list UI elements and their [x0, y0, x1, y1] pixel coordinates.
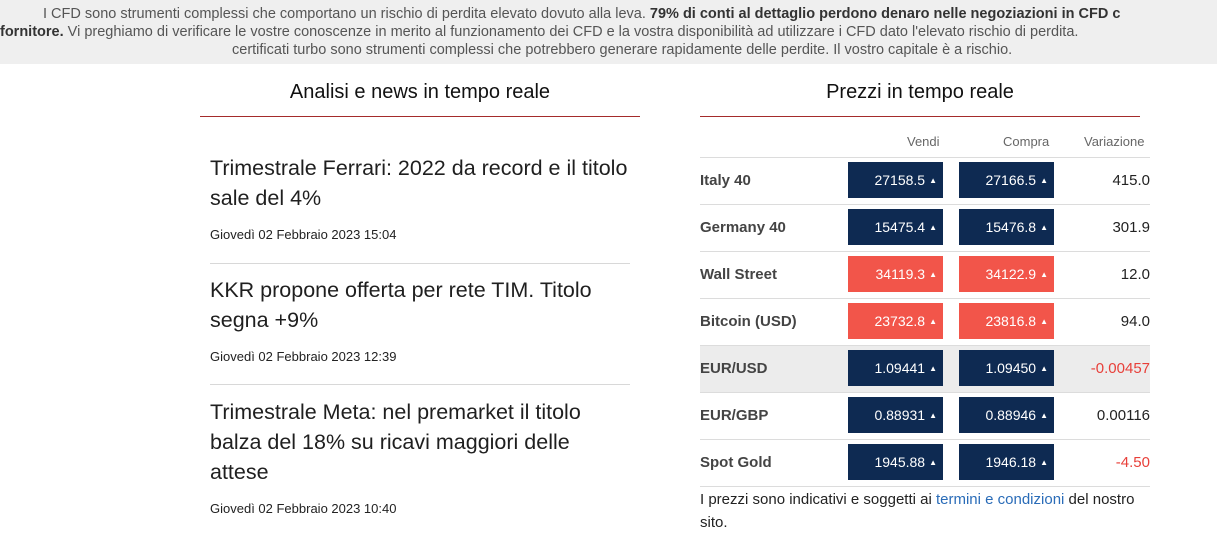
banner-line-3: certificati turbo sono strumenti comples… [232, 41, 1012, 59]
price-change-value: 301.9 [1112, 219, 1150, 236]
up-arrow-icon: ▲ [1040, 410, 1048, 420]
instrument-name[interactable]: Wall Street [700, 266, 777, 283]
buy-price-button[interactable]: 23816.8 ▲ [959, 303, 1054, 339]
instrument-name[interactable]: Spot Gold [700, 454, 772, 471]
price-change-value: 12.0 [1120, 266, 1150, 283]
price-change-value: 415.0 [1112, 172, 1150, 189]
sell-price-button[interactable]: 1945.88 ▲ [848, 444, 943, 480]
banner-text: I CFD sono strumenti complessi che compo… [43, 6, 646, 22]
up-arrow-icon: ▲ [1040, 269, 1048, 279]
sell-price-value: 23732.8 [874, 313, 926, 329]
buy-price-button[interactable]: 1.09450 ▲ [959, 350, 1054, 386]
up-arrow-icon: ▲ [929, 175, 937, 185]
instrument-name[interactable]: EUR/GBP [700, 407, 769, 424]
price-change-value: -0.00457 [1090, 360, 1150, 377]
banner-line-2: fornitore. Vi preghiamo di verificare le… [0, 23, 1078, 41]
buy-price-value: 27166.5 [985, 172, 1037, 188]
news-date: Giovedì 02 Febbraio 2023 12:39 [210, 349, 397, 364]
up-arrow-icon: ▲ [929, 410, 937, 420]
prices-section-title: Prezzi in tempo reale [826, 81, 1014, 103]
news-headline-link[interactable]: Trimestrale Meta: nel premarket il titol… [210, 400, 581, 484]
up-arrow-icon: ▲ [1040, 363, 1048, 373]
price-row: Wall Street 34119.3 ▲ 34122.9 ▲ 12.0 [700, 252, 1150, 299]
risk-warning-banner: I CFD sono strumenti complessi che compo… [0, 0, 1217, 64]
sell-price-value: 1.09441 [874, 360, 926, 376]
buy-column-header: Compra [1003, 134, 1050, 149]
price-row: Spot Gold 1945.88 ▲ 1946.18 ▲ -4.50 [700, 440, 1150, 487]
news-headline-link[interactable]: Trimestrale Ferrari: 2022 da record e il… [210, 156, 628, 210]
sell-price-button[interactable]: 34119.3 ▲ [848, 256, 943, 292]
sell-price-value: 27158.5 [874, 172, 926, 188]
buy-price-value: 23816.8 [985, 313, 1037, 329]
news-date: Giovedì 02 Febbraio 2023 15:04 [210, 227, 397, 242]
buy-price-button[interactable]: 34122.9 ▲ [959, 256, 1054, 292]
price-change-value: 94.0 [1120, 313, 1150, 330]
banner-bold-text: fornitore. [0, 24, 64, 40]
buy-price-button[interactable]: 1946.18 ▲ [959, 444, 1054, 480]
up-arrow-icon: ▲ [1040, 222, 1048, 232]
price-row: EUR/GBP 0.88931 ▲ 0.88946 ▲ 0.00116 [700, 393, 1150, 440]
price-row: EUR/USD 1.09441 ▲ 1.09450 ▲ -0.00457 [700, 346, 1150, 393]
sell-price-button[interactable]: 15475.4 ▲ [848, 209, 943, 245]
buy-price-button[interactable]: 15476.8 ▲ [959, 209, 1054, 245]
sell-column-header: Vendi [907, 134, 940, 149]
buy-price-button[interactable]: 27166.5 ▲ [959, 162, 1054, 198]
banner-bold-text: 79% di conti al dettaglio perdono denaro… [649, 6, 1121, 22]
up-arrow-icon: ▲ [1040, 457, 1048, 467]
instrument-name[interactable]: Italy 40 [700, 172, 751, 189]
news-divider [210, 384, 630, 385]
prices-disclaimer: I prezzi sono indicativi e soggetti ai t… [700, 488, 1160, 534]
prices-header-divider [700, 157, 1150, 158]
news-item[interactable]: Trimestrale Meta: nel premarket il titol… [210, 397, 630, 516]
instrument-name[interactable]: EUR/USD [700, 360, 768, 377]
news-date: Giovedì 02 Febbraio 2023 10:40 [210, 501, 397, 516]
sell-price-value: 1945.88 [874, 454, 926, 470]
price-change-value: -4.50 [1115, 454, 1150, 471]
disclaimer-text: I prezzi sono indicativi e soggetti ai [700, 491, 932, 508]
up-arrow-icon: ▲ [1040, 175, 1048, 185]
up-arrow-icon: ▲ [929, 269, 937, 279]
buy-price-button[interactable]: 0.88946 ▲ [959, 397, 1054, 433]
up-arrow-icon: ▲ [929, 222, 937, 232]
sell-price-button[interactable]: 23732.8 ▲ [848, 303, 943, 339]
sell-price-value: 34119.3 [875, 266, 926, 282]
news-divider [210, 263, 630, 264]
price-row: Italy 40 27158.5 ▲ 27166.5 ▲ 415.0 [700, 158, 1150, 205]
terms-conditions-link[interactable]: termini e condizioni [935, 491, 1065, 508]
news-item[interactable]: KKR propone offerta per rete TIM. Titolo… [210, 275, 630, 364]
price-row: Germany 40 15475.4 ▲ 15476.8 ▲ 301.9 [700, 205, 1150, 252]
up-arrow-icon: ▲ [1040, 316, 1048, 326]
banner-text: certificati turbo sono strumenti comples… [232, 42, 1013, 58]
disclaimer-text: del nostro sito. [700, 491, 1135, 531]
banner-line-1: I CFD sono strumenti complessi che compo… [43, 5, 1120, 23]
buy-price-value: 1946.18 [985, 454, 1037, 470]
prices-title-rule [700, 116, 1140, 117]
news-section-title: Analisi e news in tempo reale [289, 81, 551, 103]
news-headline-link[interactable]: KKR propone offerta per rete TIM. Titolo… [210, 278, 592, 332]
banner-text: Vi preghiamo di verificare le vostre con… [67, 24, 1079, 40]
up-arrow-icon: ▲ [929, 316, 937, 326]
instrument-name[interactable]: Germany 40 [700, 219, 786, 236]
change-column-header: Variazione [1084, 134, 1145, 149]
price-change-value: 0.00116 [1096, 407, 1150, 424]
sell-price-value: 0.88931 [874, 407, 926, 423]
sell-price-button[interactable]: 0.88931 ▲ [848, 397, 943, 433]
buy-price-value: 34122.9 [985, 266, 1037, 282]
price-row: Bitcoin (USD) 23732.8 ▲ 23816.8 ▲ 94.0 [700, 299, 1150, 346]
buy-price-value: 0.88946 [985, 407, 1037, 423]
sell-price-value: 15475.4 [874, 219, 926, 235]
sell-price-button[interactable]: 1.09441 ▲ [848, 350, 943, 386]
up-arrow-icon: ▲ [929, 363, 937, 373]
up-arrow-icon: ▲ [929, 457, 937, 467]
buy-price-value: 1.09450 [985, 360, 1037, 376]
buy-price-value: 15476.8 [985, 219, 1037, 235]
news-title-rule [200, 116, 640, 117]
sell-price-button[interactable]: 27158.5 ▲ [848, 162, 943, 198]
news-item[interactable]: Trimestrale Ferrari: 2022 da record e il… [210, 153, 630, 242]
instrument-name[interactable]: Bitcoin (USD) [700, 313, 797, 330]
